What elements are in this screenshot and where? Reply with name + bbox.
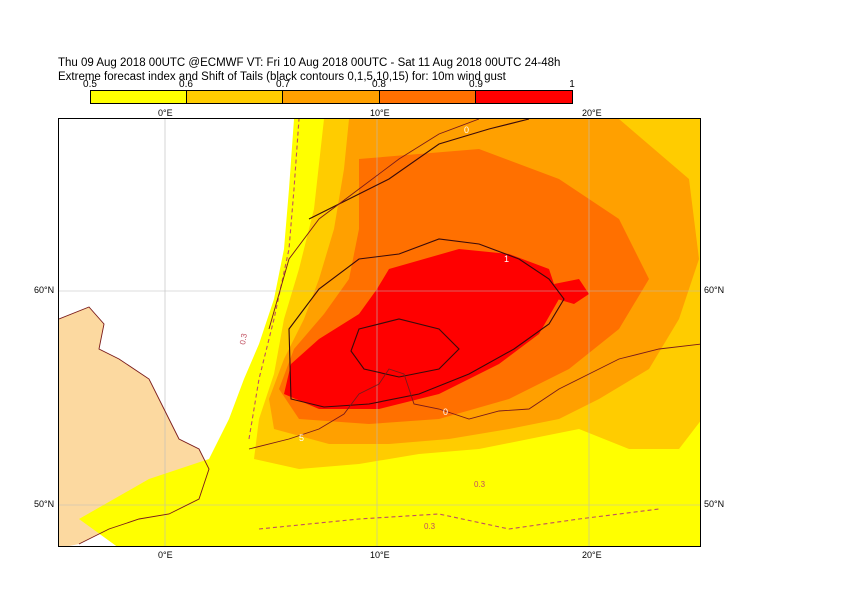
colorbar-tick-label: 0.5 — [83, 79, 97, 90]
colorbar-tick-label: 0.8 — [372, 79, 386, 90]
colorbar-segment-08-09 — [379, 91, 476, 103]
negative-contour-labels: 0.3 0.3 0.3 — [238, 332, 486, 531]
chart-title-line1: Thu 09 Aug 2018 00UTC @ECMWF VT: Fri 10 … — [58, 57, 561, 69]
negative-contour-0.3-south — [258, 508, 660, 530]
contour-label: 0 — [464, 125, 469, 135]
coast-great-britain — [59, 306, 210, 545]
efi-map: 0 1 0 5 0.3 0.3 0.3 — [58, 118, 701, 547]
lon-label-bottom: 20°E — [582, 550, 602, 560]
sot-contours — [248, 119, 660, 530]
efi-shading — [79, 119, 700, 546]
graticule — [59, 119, 700, 546]
negative-contour-label: 0.3 — [474, 480, 486, 489]
negative-contour-0.3 — [248, 119, 300, 440]
colorbar — [90, 90, 573, 104]
colorbar-segment-09-1 — [475, 91, 572, 103]
sot-contour-1 — [288, 238, 565, 408]
coast-continental — [248, 343, 700, 450]
chart-title-line2: Extreme forecast index and Shift of Tail… — [58, 71, 506, 83]
efi-map-svg: 0 1 0 5 0.3 0.3 0.3 — [59, 119, 700, 546]
lon-label-bottom: 0°E — [158, 550, 173, 560]
colorbar-tick-label: 0.9 — [469, 79, 483, 90]
efi-area-09 — [284, 249, 559, 409]
lat-label-left: 60°N — [34, 285, 55, 295]
coastlines — [59, 119, 700, 545]
colorbar-tick-label: 0.6 — [179, 79, 193, 90]
lat-label-right: 60°N — [704, 285, 725, 295]
coast-scandinavia — [268, 119, 480, 330]
contour-label: 1 — [504, 254, 509, 264]
contour-label: 5 — [299, 433, 304, 443]
contour-labels: 0 1 0 5 — [299, 125, 509, 443]
contour-label: 0 — [443, 407, 448, 417]
negative-contour-label: 0.3 — [238, 332, 249, 345]
lon-label-top: 10°E — [370, 108, 390, 118]
lat-label-left: 50°N — [34, 499, 55, 509]
lon-label-bottom: 10°E — [370, 550, 390, 560]
colorbar-segment-07-08 — [283, 91, 380, 103]
sot-contour-5 — [350, 318, 460, 378]
colorbar-segment-06-07 — [187, 91, 284, 103]
lat-label-right: 50°N — [704, 499, 725, 509]
colorbar-tick-label: 0.7 — [276, 79, 290, 90]
colorbar-tick-label: 1 — [569, 79, 575, 90]
sot-contour-0 — [308, 119, 530, 220]
colorbar-segment-05-06 — [91, 91, 188, 103]
lon-label-top: 0°E — [158, 108, 173, 118]
negative-contour-label: 0.3 — [424, 522, 436, 531]
lon-label-top: 20°E — [582, 108, 602, 118]
